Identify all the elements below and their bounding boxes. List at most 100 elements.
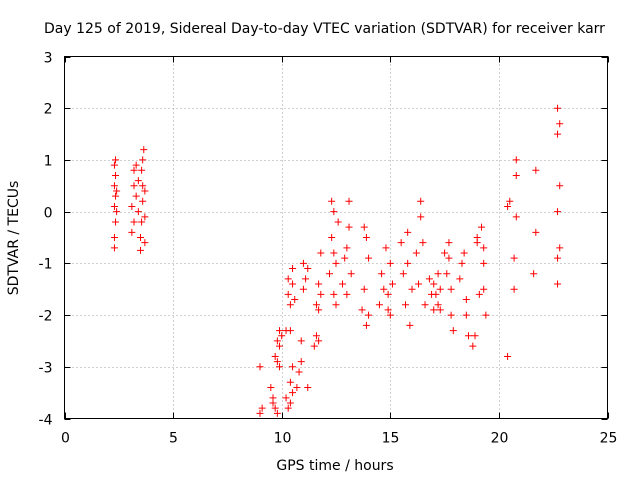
data-point bbox=[289, 265, 297, 273]
data-point bbox=[471, 332, 479, 340]
y-tick-label: 0 bbox=[44, 206, 53, 222]
data-point bbox=[110, 244, 118, 252]
data-point bbox=[315, 306, 323, 314]
data-point bbox=[132, 161, 140, 169]
data-point bbox=[386, 311, 394, 319]
data-point bbox=[141, 187, 149, 195]
x-axis-label: GPS time / hours bbox=[276, 458, 393, 474]
x-tick-label: 10 bbox=[274, 431, 292, 447]
data-point bbox=[328, 234, 336, 241]
data-points bbox=[110, 104, 564, 417]
data-point bbox=[343, 290, 351, 298]
data-point bbox=[554, 280, 562, 288]
data-point bbox=[137, 246, 145, 254]
data-point bbox=[317, 249, 325, 257]
data-point bbox=[512, 156, 520, 164]
data-point bbox=[556, 120, 564, 128]
data-point bbox=[482, 311, 490, 319]
data-point bbox=[302, 275, 310, 283]
data-point bbox=[341, 254, 349, 262]
data-point bbox=[384, 306, 392, 314]
data-point bbox=[110, 182, 118, 190]
data-point bbox=[417, 197, 425, 205]
data-point bbox=[397, 239, 405, 247]
data-point bbox=[276, 342, 284, 350]
y-tick-label: -4 bbox=[39, 413, 53, 429]
data-point bbox=[378, 270, 386, 278]
tick-label-layer: 0 5 10 15 20 25 -4 -3 -2 -1 0 1 2 3 bbox=[39, 51, 618, 447]
data-point bbox=[271, 352, 279, 360]
data-point bbox=[334, 218, 342, 226]
data-point bbox=[141, 239, 149, 247]
data-point bbox=[330, 290, 338, 298]
data-point bbox=[130, 182, 138, 190]
data-point bbox=[362, 321, 370, 329]
data-point bbox=[332, 301, 340, 309]
data-point bbox=[504, 352, 512, 360]
data-point bbox=[480, 244, 488, 252]
data-point bbox=[469, 342, 477, 350]
data-point bbox=[299, 259, 307, 267]
data-point bbox=[421, 301, 429, 309]
data-point bbox=[310, 342, 318, 350]
data-point bbox=[295, 368, 303, 376]
grid-layer bbox=[64, 56, 608, 419]
data-point bbox=[140, 146, 148, 154]
y-tick-label: 2 bbox=[44, 102, 53, 118]
data-point bbox=[384, 290, 392, 298]
data-point bbox=[284, 275, 292, 283]
data-point bbox=[284, 404, 292, 412]
data-point bbox=[138, 218, 146, 226]
data-point bbox=[530, 270, 538, 278]
data-point bbox=[289, 363, 297, 371]
data-point bbox=[273, 409, 281, 417]
data-point bbox=[256, 409, 264, 417]
data-point bbox=[286, 378, 294, 386]
data-point bbox=[267, 383, 275, 391]
data-point bbox=[510, 254, 518, 262]
data-point bbox=[447, 285, 455, 293]
data-point bbox=[269, 399, 277, 407]
data-point bbox=[425, 275, 433, 283]
data-point bbox=[328, 197, 336, 205]
data-point bbox=[289, 389, 297, 397]
data-point bbox=[358, 306, 366, 314]
data-point bbox=[139, 156, 147, 164]
data-point bbox=[113, 187, 121, 195]
data-point bbox=[286, 399, 294, 407]
data-point bbox=[291, 296, 299, 304]
data-point bbox=[432, 290, 440, 298]
data-point bbox=[458, 259, 466, 267]
y-axis-label: SDTVAR / TECUs bbox=[6, 181, 22, 296]
data-point bbox=[343, 244, 351, 252]
data-point bbox=[110, 234, 118, 241]
data-point bbox=[130, 218, 138, 226]
data-point bbox=[315, 337, 323, 345]
data-point bbox=[415, 280, 423, 288]
data-point bbox=[386, 259, 394, 267]
data-point bbox=[443, 270, 451, 278]
data-point bbox=[556, 244, 564, 252]
data-point bbox=[297, 337, 305, 345]
data-point bbox=[430, 306, 438, 314]
x-tick-label: 0 bbox=[61, 431, 70, 447]
data-point bbox=[554, 104, 562, 112]
data-point bbox=[506, 197, 514, 205]
plot-frame bbox=[64, 56, 608, 419]
data-point bbox=[297, 358, 305, 366]
data-point bbox=[436, 306, 444, 314]
data-point bbox=[330, 249, 338, 257]
data-point bbox=[445, 239, 453, 247]
data-point bbox=[365, 311, 373, 319]
data-point bbox=[110, 161, 118, 169]
y-tick-label: 3 bbox=[44, 51, 53, 67]
data-point bbox=[473, 239, 481, 247]
data-point bbox=[404, 228, 412, 236]
data-point bbox=[408, 285, 416, 293]
data-point bbox=[110, 202, 118, 210]
data-point bbox=[304, 383, 312, 391]
data-point bbox=[512, 213, 520, 221]
data-point bbox=[112, 171, 120, 179]
data-point bbox=[441, 249, 449, 257]
